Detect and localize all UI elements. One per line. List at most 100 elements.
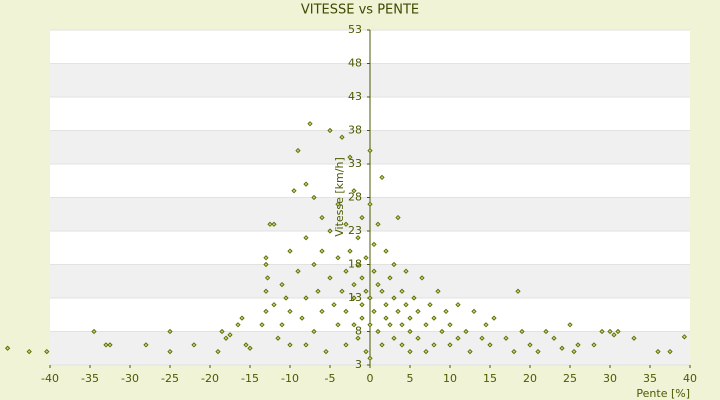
point — [375, 328, 381, 335]
point — [543, 328, 549, 335]
point — [611, 332, 617, 338]
point — [287, 248, 293, 254]
y-tick-label: 33 — [348, 157, 362, 170]
point — [307, 121, 313, 127]
point — [291, 188, 297, 194]
point — [327, 127, 333, 134]
point — [419, 275, 425, 281]
point — [303, 181, 309, 187]
x-tick-label: 20 — [523, 372, 537, 385]
point — [347, 154, 353, 160]
point — [391, 335, 397, 341]
point — [375, 221, 381, 227]
point — [331, 302, 337, 308]
point — [399, 288, 405, 294]
x-tick-label: 5 — [407, 372, 414, 385]
point — [607, 328, 613, 335]
x-tick-label: 30 — [603, 372, 617, 385]
point — [219, 328, 225, 335]
point — [351, 322, 357, 328]
point — [311, 194, 317, 201]
point — [351, 281, 357, 288]
x-tick-label: 40 — [683, 372, 697, 385]
y-tick-label: 8 — [355, 325, 362, 338]
point — [515, 288, 521, 294]
y-tick-label: 43 — [348, 90, 362, 103]
point — [591, 342, 597, 348]
point — [371, 241, 377, 248]
point — [415, 308, 421, 315]
point — [491, 315, 497, 321]
y-tick-label: 53 — [348, 23, 362, 36]
x-tick-label: -10 — [281, 372, 299, 385]
point — [415, 335, 421, 341]
x-tick-label: -30 — [121, 372, 139, 385]
point — [391, 261, 397, 268]
point — [363, 255, 369, 261]
point — [287, 308, 293, 315]
point — [667, 348, 673, 355]
point — [343, 308, 349, 315]
y-tick-label: 38 — [348, 124, 362, 137]
point — [355, 261, 361, 268]
point — [243, 342, 249, 348]
point — [351, 188, 357, 194]
point — [339, 134, 345, 140]
point — [467, 348, 473, 355]
x-tick-label: 35 — [643, 372, 657, 385]
point — [681, 334, 688, 340]
point — [551, 335, 557, 341]
point — [431, 342, 437, 348]
point — [227, 332, 233, 338]
point — [167, 328, 173, 335]
point — [527, 342, 533, 348]
point — [263, 288, 269, 294]
y-tick-label: 28 — [348, 191, 362, 204]
point — [299, 315, 305, 321]
point — [279, 281, 285, 288]
y-axis-label: Vitesse [km/h] — [333, 157, 346, 237]
point — [371, 308, 377, 315]
point — [271, 302, 277, 308]
y-tick-label: 18 — [348, 258, 362, 271]
point — [575, 342, 581, 348]
point — [343, 342, 349, 348]
point — [367, 201, 373, 207]
point — [455, 335, 461, 341]
point — [519, 328, 525, 335]
point — [283, 295, 289, 301]
point — [263, 255, 269, 261]
point — [435, 288, 441, 294]
point — [247, 345, 253, 351]
y-tick-label: 48 — [348, 57, 362, 70]
point — [26, 348, 32, 355]
point — [535, 348, 541, 355]
point — [143, 342, 149, 348]
point — [327, 228, 333, 234]
point — [103, 342, 109, 348]
point — [559, 345, 565, 351]
point — [267, 221, 273, 227]
point — [411, 295, 417, 301]
point — [407, 315, 413, 321]
point — [167, 348, 173, 355]
point — [235, 322, 241, 328]
point — [375, 281, 381, 288]
point — [399, 322, 405, 328]
point — [319, 248, 325, 254]
point — [295, 268, 301, 274]
point — [215, 348, 221, 355]
point — [311, 328, 317, 335]
point — [315, 288, 321, 294]
point — [367, 147, 373, 154]
x-tick-label: -20 — [201, 372, 219, 385]
point — [4, 345, 11, 351]
x-tick-label: 25 — [563, 372, 577, 385]
point — [407, 328, 413, 335]
point — [319, 214, 325, 221]
x-tick-label: -15 — [241, 372, 259, 385]
point — [359, 275, 365, 281]
y-tick-label: 3 — [355, 358, 362, 371]
point — [479, 335, 485, 341]
